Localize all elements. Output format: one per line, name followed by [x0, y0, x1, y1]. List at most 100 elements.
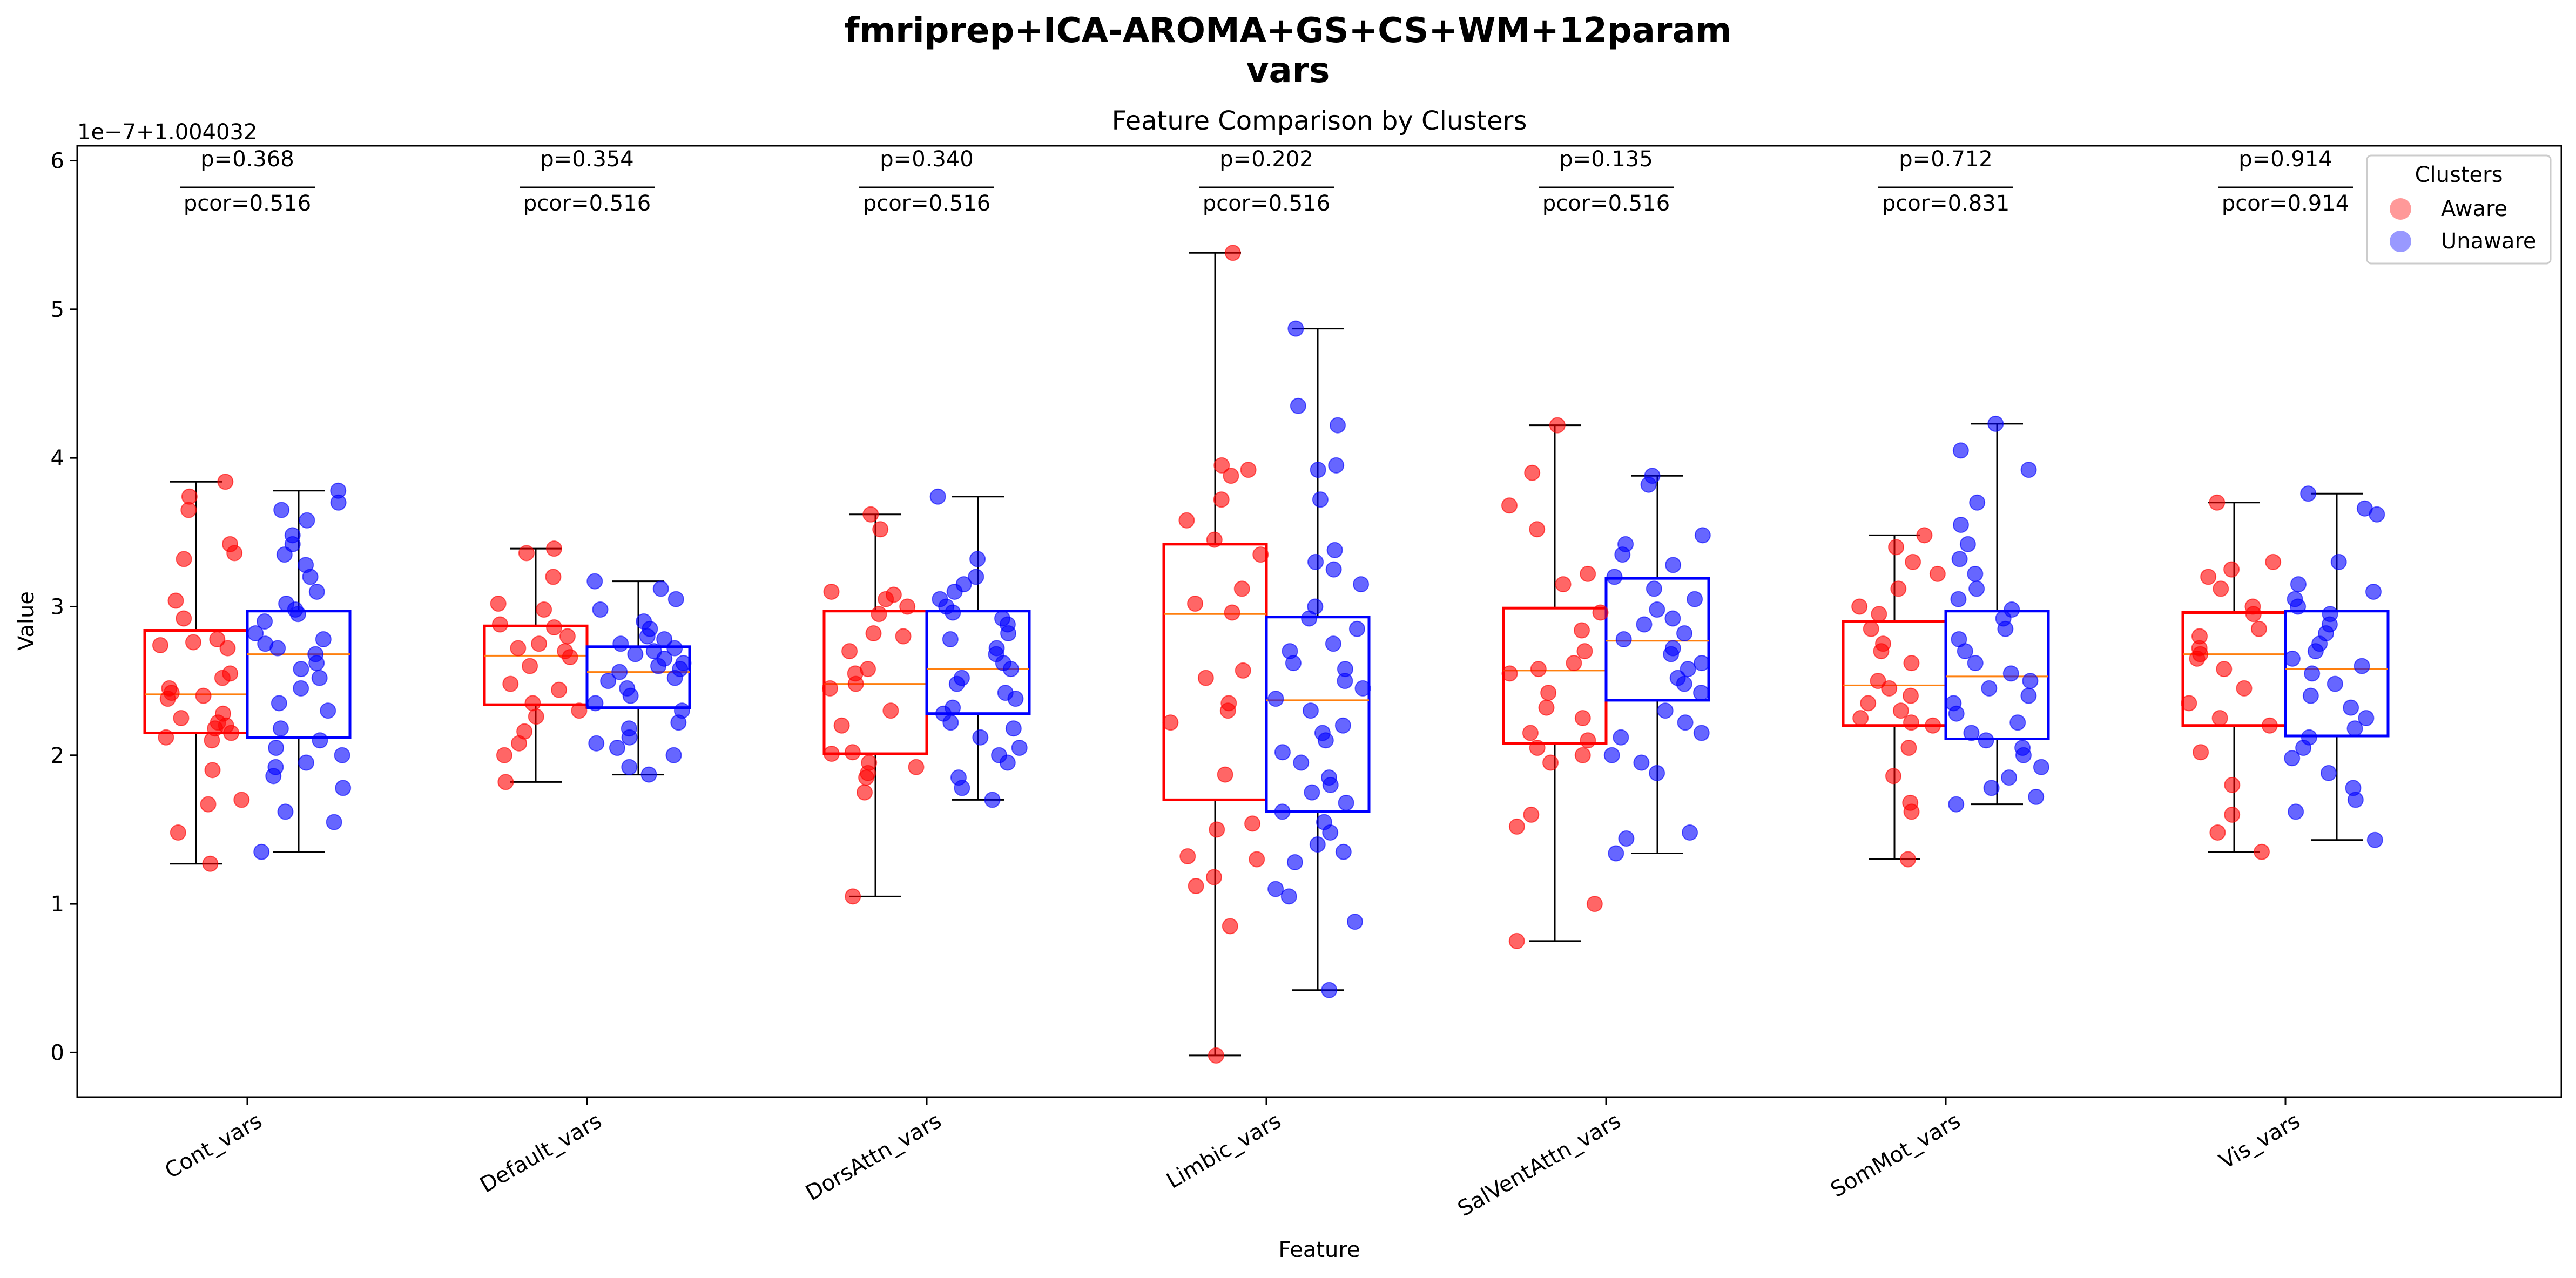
data-point-aware — [1871, 606, 1887, 623]
data-point-aware — [1899, 851, 1916, 868]
data-point-aware — [524, 695, 541, 712]
data-point-unaware — [253, 843, 270, 860]
data-point-unaware — [592, 601, 609, 618]
data-point-unaware — [2290, 576, 2307, 593]
data-point-aware — [491, 616, 508, 633]
data-point-unaware — [2014, 740, 2031, 756]
data-point-aware — [2216, 661, 2233, 678]
data-point-unaware — [2004, 601, 2020, 618]
data-point-unaware — [1948, 796, 1965, 813]
data-point-unaware — [1951, 551, 1968, 567]
data-point-aware — [841, 643, 858, 660]
data-point-aware — [233, 792, 250, 808]
data-point-aware — [173, 709, 190, 726]
data-point-aware — [1566, 655, 1582, 672]
data-point-unaware — [1959, 536, 1976, 552]
data-point-aware — [2224, 776, 2241, 793]
data-point-unaware — [929, 488, 946, 505]
data-point-unaware — [588, 735, 605, 752]
data-point-aware — [559, 628, 576, 645]
data-point-aware — [1508, 818, 1525, 835]
data-point-aware — [195, 687, 212, 704]
data-point-unaware — [1644, 468, 1661, 484]
data-point-unaware — [2284, 650, 2301, 667]
data-point-aware — [545, 540, 562, 557]
x-tick-label: Cont_vars — [161, 1108, 266, 1184]
data-point-unaware — [1967, 565, 1984, 582]
p-value-label: p=0.354 — [540, 147, 633, 172]
data-point-aware — [1213, 457, 1230, 474]
data-point-unaware — [273, 502, 290, 518]
data-point-aware — [536, 601, 552, 618]
data-point-aware — [1538, 699, 1555, 716]
data-point-unaware — [587, 695, 604, 712]
data-point-unaware — [675, 655, 692, 672]
data-point-unaware — [1981, 680, 1998, 697]
data-point-aware — [1905, 553, 1921, 570]
legend-frame — [2366, 154, 2552, 265]
y-axis: 0 1 2 3 4 5 6 — [51, 149, 77, 1065]
data-point-unaware — [1618, 830, 1635, 847]
data-point-unaware — [611, 664, 628, 680]
data-point-unaware — [2301, 729, 2317, 746]
box-unaware — [1604, 577, 1710, 702]
data-point-aware — [1580, 732, 1596, 749]
data-point-unaware — [1603, 747, 1620, 763]
data-point-unaware — [1676, 625, 1692, 642]
data-point-aware — [1888, 539, 1905, 556]
data-point-aware — [217, 474, 234, 490]
data-point-aware — [522, 658, 538, 674]
chart-title: Feature Comparison by Clusters — [1112, 106, 1527, 136]
data-point-aware — [823, 583, 840, 600]
data-point-aware — [209, 631, 226, 648]
data-point-aware — [1892, 702, 1909, 719]
data-point-unaware — [2033, 759, 2049, 775]
data-point-aware — [1188, 878, 1204, 895]
data-point-unaware — [1314, 725, 1331, 741]
data-point-unaware — [311, 670, 328, 686]
x-axis: Cont_vars Default_vars DorsAttn_vars Limbic… — [161, 1097, 2304, 1222]
data-point-unaware — [1312, 491, 1329, 508]
data-point-aware — [1586, 896, 1603, 912]
data-point-unaware — [1951, 631, 1967, 648]
data-point-unaware — [1325, 635, 1341, 652]
data-point-aware — [882, 702, 899, 719]
data-point-unaware — [932, 591, 948, 607]
data-point-aware — [1860, 695, 1877, 712]
data-point-aware — [531, 635, 548, 652]
data-point-aware — [1187, 595, 1204, 612]
data-point-aware — [2236, 680, 2253, 697]
p-value-annotations: p=0.368 pcor=0.516 p=0.354 pcor=0.516 p=0.34… — [180, 147, 2353, 216]
pcor-value-label: pcor=0.516 — [184, 191, 311, 216]
data-point-unaware — [665, 747, 682, 763]
data-point-unaware — [2300, 485, 2317, 502]
y-tick-label: 5 — [51, 297, 64, 322]
data-point-aware — [872, 521, 889, 538]
data-point-aware — [871, 606, 887, 623]
x-tick-label: Default_vars — [476, 1108, 606, 1198]
data-point-aware — [1929, 565, 1946, 582]
box-unaware — [1944, 610, 2050, 740]
data-point-unaware — [2022, 673, 2039, 689]
data-point-aware — [1233, 580, 1250, 597]
data-point-aware — [2265, 553, 2282, 570]
data-point-aware — [1223, 468, 1239, 484]
p-value-label: p=0.368 — [200, 147, 294, 172]
legend-marker-unaware — [2390, 231, 2411, 252]
data-point-aware — [860, 661, 876, 678]
legend: Clusters Aware Unaware — [2366, 154, 2552, 265]
data-point-unaware — [1677, 714, 1694, 731]
data-point-aware — [2213, 580, 2229, 597]
data-point-unaware — [1293, 754, 1310, 771]
data-point-aware — [895, 628, 912, 645]
data-point-unaware — [612, 635, 629, 652]
data-point-aware — [885, 586, 902, 603]
data-point-unaware — [1348, 620, 1365, 637]
data-point-unaware — [600, 673, 617, 689]
data-point-aware — [1224, 245, 1241, 261]
plot-frame — [76, 145, 2562, 1098]
data-point-unaware — [1321, 982, 1338, 998]
data-point-unaware — [621, 720, 637, 737]
data-point-unaware — [2028, 788, 2045, 805]
